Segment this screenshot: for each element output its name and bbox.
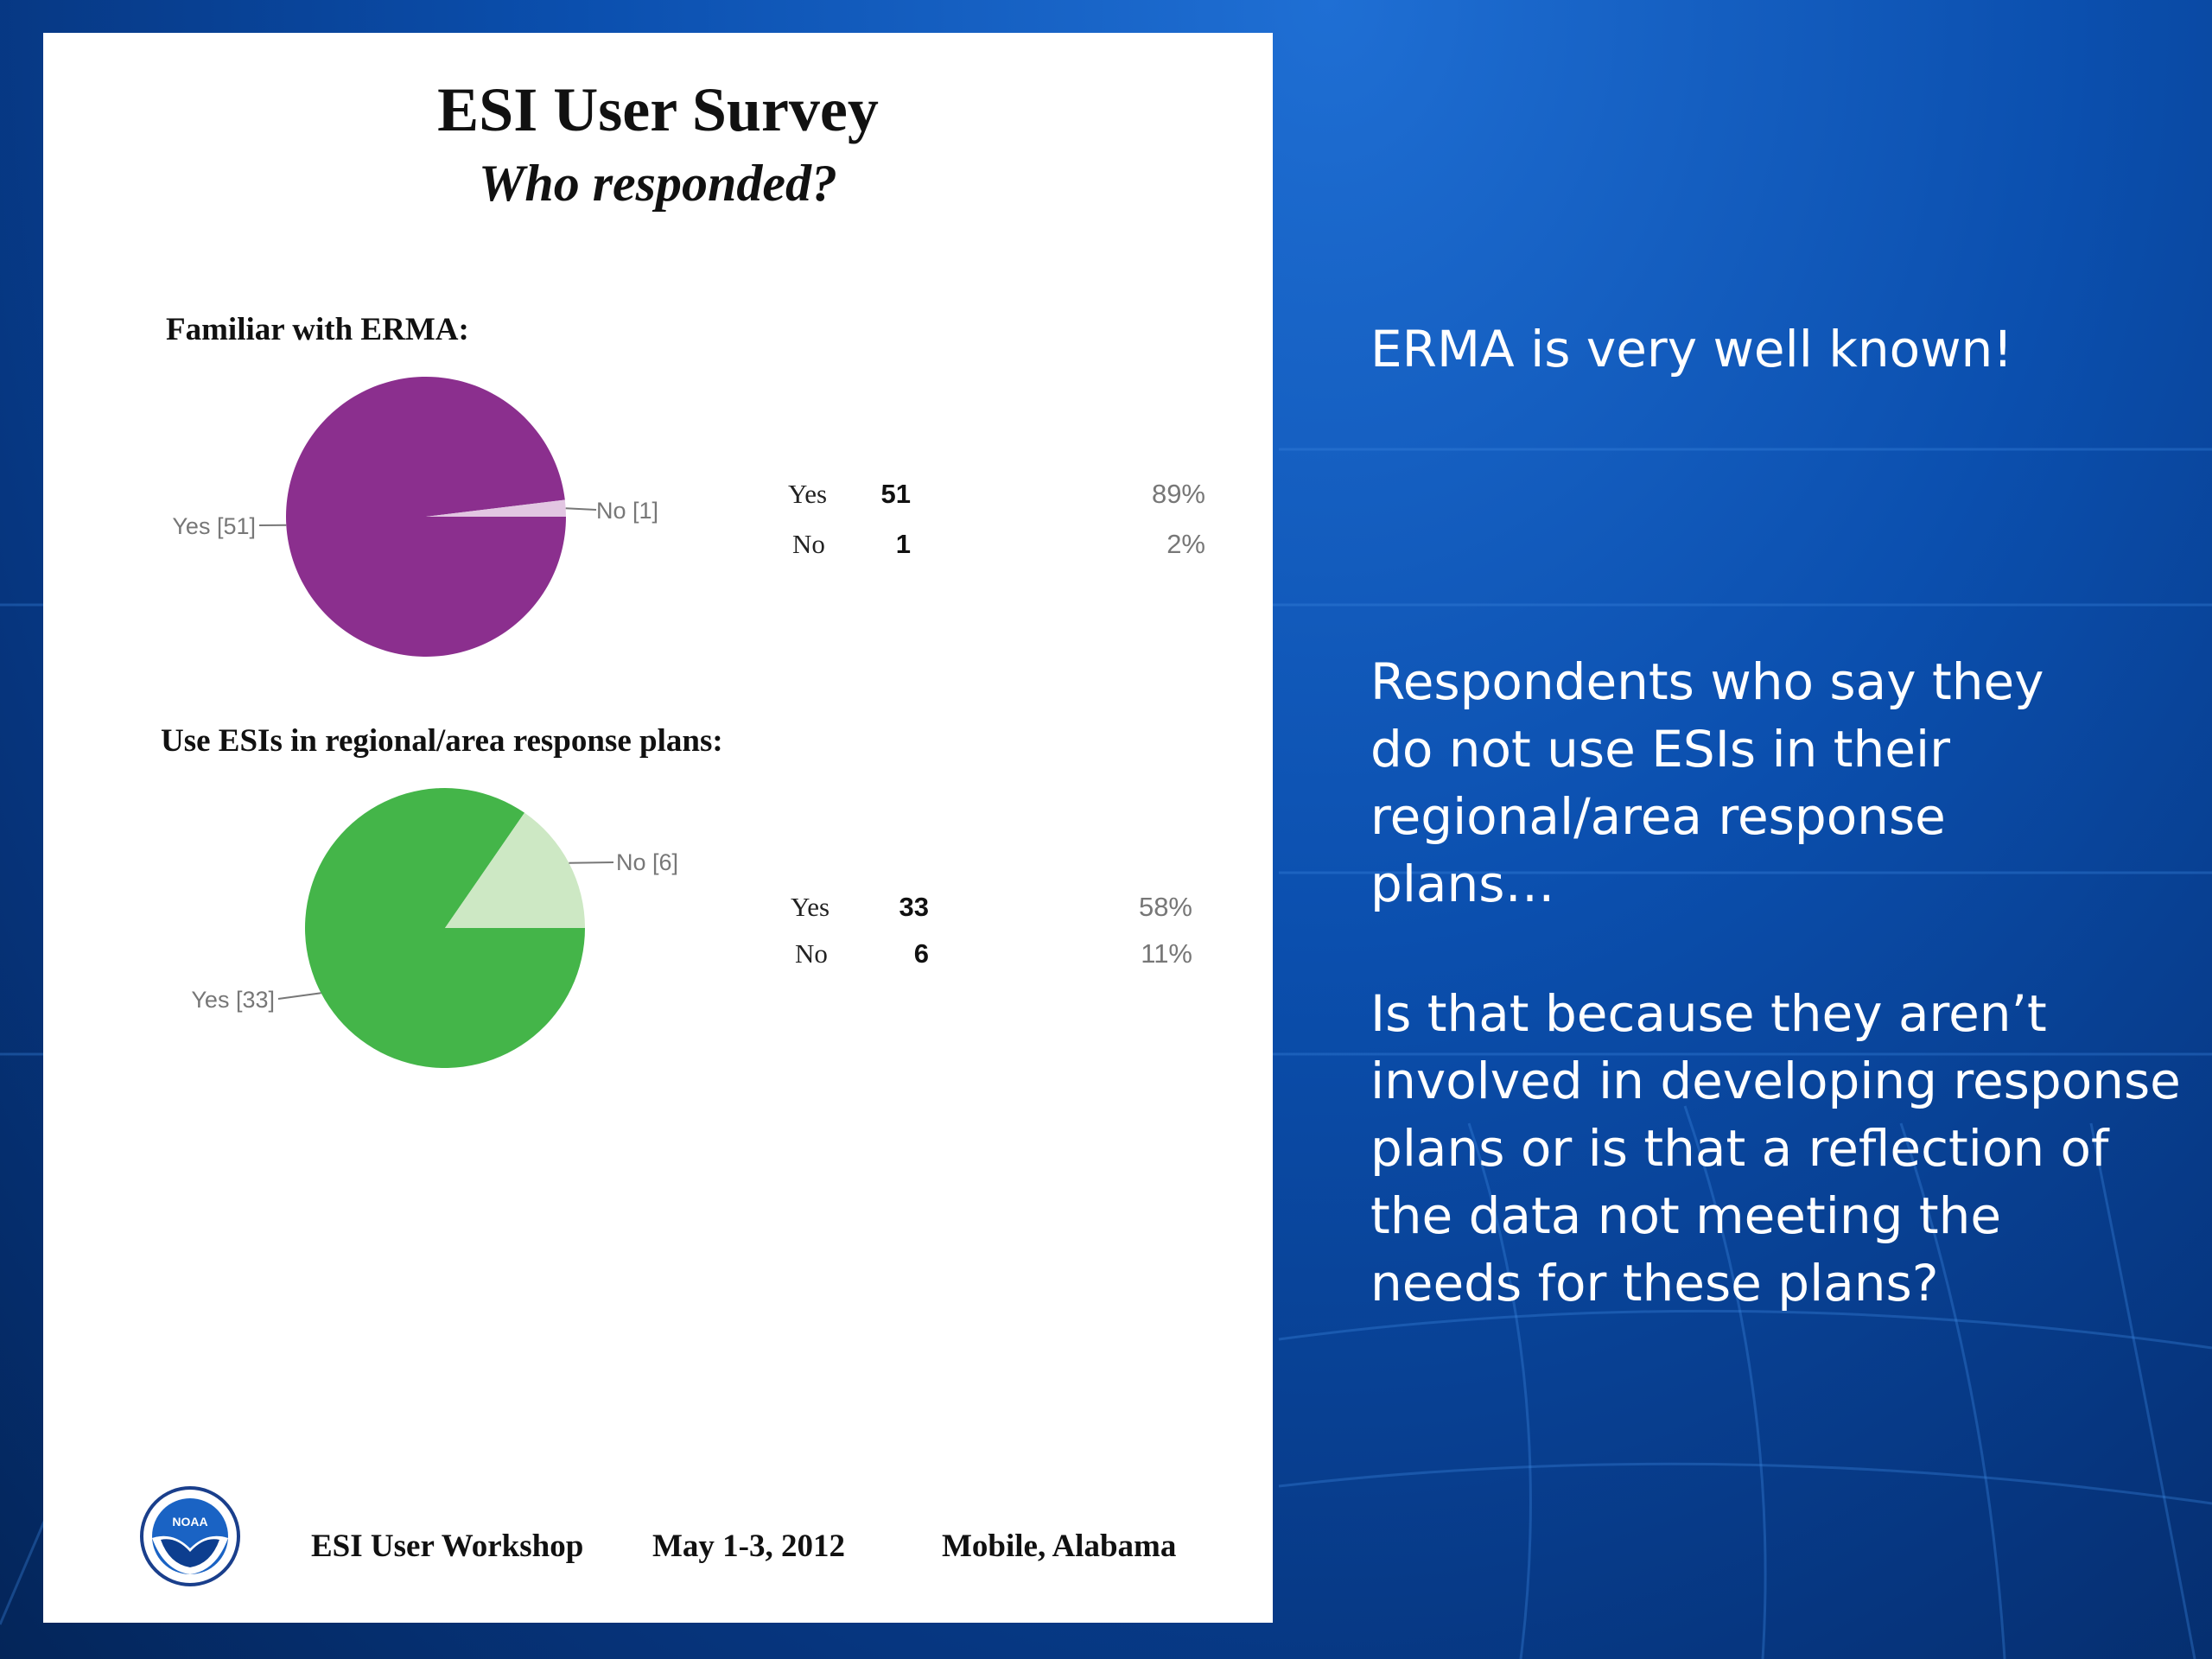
- pie2-slice-no: [445, 812, 585, 928]
- table1-category-no: No: [792, 529, 825, 559]
- survey-panel: ESI User Survey Who responded? Familiar …: [43, 33, 1273, 1623]
- note-question: Is that because they aren’t involved in …: [1370, 984, 2181, 1313]
- table2-percent-yes: 58%: [1138, 892, 1192, 922]
- pie2-label-yes: Yes [33]: [191, 987, 275, 1013]
- table2-category-no: No: [795, 938, 828, 969]
- table1-count-no: 1: [895, 529, 911, 559]
- table2-count-yes: 33: [899, 892, 929, 922]
- table2-count-no: 6: [913, 938, 929, 969]
- noaa-logo-icon: NOAA: [140, 1486, 240, 1586]
- pie-charts: Yes [51] No [1] Yes [33] No [6]: [172, 376, 678, 1068]
- pie2-label-no: No [6]: [616, 849, 678, 875]
- note-respondents: Respondents who say they do not use ESIs…: [1370, 652, 2044, 913]
- svg-text:NOAA: NOAA: [172, 1515, 207, 1529]
- pie2-leader-yes: [277, 992, 321, 1000]
- footer-dates: May 1-3, 2012: [652, 1529, 845, 1564]
- footer-event: ESI User Workshop: [311, 1529, 584, 1564]
- chart1-title: Familiar with ERMA:: [166, 312, 469, 347]
- pie1-label-yes: Yes [51]: [172, 513, 256, 539]
- table1-count-yes: 51: [880, 479, 911, 509]
- pie1-leader-no: [565, 507, 597, 511]
- pie2-leader-no: [569, 861, 614, 864]
- note-erma-known: ERMA is very well known!: [1370, 320, 2013, 378]
- footer-location: Mobile, Alabama: [942, 1529, 1177, 1564]
- table1-percent-no: 2%: [1166, 529, 1205, 559]
- panel-subtitle: Who responded?: [478, 155, 838, 212]
- table1-percent-yes: 89%: [1151, 479, 1205, 509]
- table2-percent-no: 11%: [1141, 938, 1192, 969]
- table1-category-yes: Yes: [788, 479, 828, 509]
- pie1-label-no: No [1]: [596, 498, 658, 524]
- panel-title: ESI User Survey: [437, 75, 879, 144]
- pie-chart-esi-plans: Yes [33] No [6]: [191, 788, 678, 1068]
- pie1-slice-no: [426, 499, 566, 517]
- table2-category-yes: Yes: [791, 892, 830, 922]
- pie-chart-erma: Yes [51] No [1]: [172, 376, 658, 657]
- chart2-title: Use ESIs in regional/area response plans…: [161, 723, 723, 759]
